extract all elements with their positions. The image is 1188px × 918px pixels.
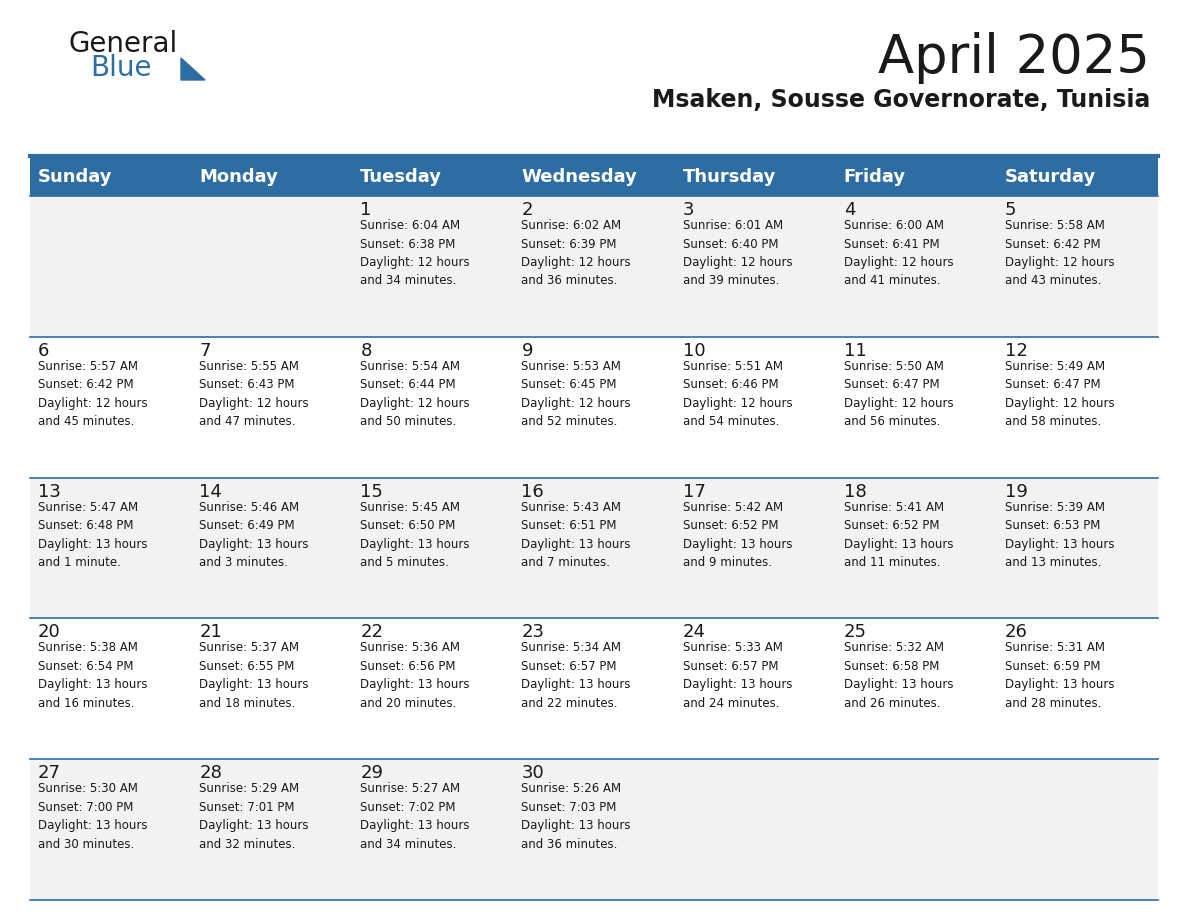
Text: Sunrise: 5:33 AM
Sunset: 6:57 PM
Daylight: 13 hours
and 24 minutes.: Sunrise: 5:33 AM Sunset: 6:57 PM Dayligh… <box>683 642 792 710</box>
Text: 13: 13 <box>38 483 61 500</box>
Polygon shape <box>181 58 206 80</box>
Text: Sunrise: 5:27 AM
Sunset: 7:02 PM
Daylight: 13 hours
and 34 minutes.: Sunrise: 5:27 AM Sunset: 7:02 PM Dayligh… <box>360 782 469 851</box>
Text: Sunrise: 6:01 AM
Sunset: 6:40 PM
Daylight: 12 hours
and 39 minutes.: Sunrise: 6:01 AM Sunset: 6:40 PM Dayligh… <box>683 219 792 287</box>
Text: Sunrise: 5:53 AM
Sunset: 6:45 PM
Daylight: 12 hours
and 52 minutes.: Sunrise: 5:53 AM Sunset: 6:45 PM Dayligh… <box>522 360 631 429</box>
Text: 29: 29 <box>360 764 384 782</box>
Text: Sunrise: 5:29 AM
Sunset: 7:01 PM
Daylight: 13 hours
and 32 minutes.: Sunrise: 5:29 AM Sunset: 7:01 PM Dayligh… <box>200 782 309 851</box>
Text: General: General <box>68 30 177 58</box>
Text: Tuesday: Tuesday <box>360 168 442 186</box>
Text: Msaken, Sousse Governorate, Tunisia: Msaken, Sousse Governorate, Tunisia <box>652 88 1150 112</box>
Text: 27: 27 <box>38 764 61 782</box>
Text: Sunrise: 5:32 AM
Sunset: 6:58 PM
Daylight: 13 hours
and 26 minutes.: Sunrise: 5:32 AM Sunset: 6:58 PM Dayligh… <box>843 642 953 710</box>
Text: Sunrise: 5:49 AM
Sunset: 6:47 PM
Daylight: 12 hours
and 58 minutes.: Sunrise: 5:49 AM Sunset: 6:47 PM Dayligh… <box>1005 360 1114 429</box>
Text: Sunrise: 5:43 AM
Sunset: 6:51 PM
Daylight: 13 hours
and 7 minutes.: Sunrise: 5:43 AM Sunset: 6:51 PM Dayligh… <box>522 500 631 569</box>
Text: Sunrise: 5:55 AM
Sunset: 6:43 PM
Daylight: 12 hours
and 47 minutes.: Sunrise: 5:55 AM Sunset: 6:43 PM Dayligh… <box>200 360 309 429</box>
Text: 21: 21 <box>200 623 222 642</box>
Text: Sunrise: 5:45 AM
Sunset: 6:50 PM
Daylight: 13 hours
and 5 minutes.: Sunrise: 5:45 AM Sunset: 6:50 PM Dayligh… <box>360 500 469 569</box>
Text: Sunrise: 5:51 AM
Sunset: 6:46 PM
Daylight: 12 hours
and 54 minutes.: Sunrise: 5:51 AM Sunset: 6:46 PM Dayligh… <box>683 360 792 429</box>
Text: 9: 9 <box>522 341 533 360</box>
Text: Sunrise: 5:36 AM
Sunset: 6:56 PM
Daylight: 13 hours
and 20 minutes.: Sunrise: 5:36 AM Sunset: 6:56 PM Dayligh… <box>360 642 469 710</box>
Text: Saturday: Saturday <box>1005 168 1097 186</box>
Text: 25: 25 <box>843 623 867 642</box>
Text: 3: 3 <box>683 201 694 219</box>
Text: 12: 12 <box>1005 341 1028 360</box>
Text: 14: 14 <box>200 483 222 500</box>
Text: 2: 2 <box>522 201 533 219</box>
Text: Friday: Friday <box>843 168 905 186</box>
Text: Sunrise: 5:34 AM
Sunset: 6:57 PM
Daylight: 13 hours
and 22 minutes.: Sunrise: 5:34 AM Sunset: 6:57 PM Dayligh… <box>522 642 631 710</box>
Text: Sunday: Sunday <box>38 168 113 186</box>
Text: 8: 8 <box>360 341 372 360</box>
Text: Sunrise: 5:26 AM
Sunset: 7:03 PM
Daylight: 13 hours
and 36 minutes.: Sunrise: 5:26 AM Sunset: 7:03 PM Dayligh… <box>522 782 631 851</box>
Bar <box>30 759 1158 900</box>
Text: 20: 20 <box>38 623 61 642</box>
Bar <box>30 337 1158 477</box>
Text: 19: 19 <box>1005 483 1028 500</box>
Text: Sunrise: 5:58 AM
Sunset: 6:42 PM
Daylight: 12 hours
and 43 minutes.: Sunrise: 5:58 AM Sunset: 6:42 PM Dayligh… <box>1005 219 1114 287</box>
Text: Sunrise: 5:50 AM
Sunset: 6:47 PM
Daylight: 12 hours
and 56 minutes.: Sunrise: 5:50 AM Sunset: 6:47 PM Dayligh… <box>843 360 953 429</box>
Text: 28: 28 <box>200 764 222 782</box>
Bar <box>30 158 1158 196</box>
Text: 10: 10 <box>683 341 706 360</box>
Text: Monday: Monday <box>200 168 278 186</box>
Text: 18: 18 <box>843 483 866 500</box>
Text: 7: 7 <box>200 341 210 360</box>
Text: Sunrise: 5:42 AM
Sunset: 6:52 PM
Daylight: 13 hours
and 9 minutes.: Sunrise: 5:42 AM Sunset: 6:52 PM Dayligh… <box>683 500 792 569</box>
Text: 16: 16 <box>522 483 544 500</box>
Text: Sunrise: 5:39 AM
Sunset: 6:53 PM
Daylight: 13 hours
and 13 minutes.: Sunrise: 5:39 AM Sunset: 6:53 PM Dayligh… <box>1005 500 1114 569</box>
Text: Sunrise: 6:00 AM
Sunset: 6:41 PM
Daylight: 12 hours
and 41 minutes.: Sunrise: 6:00 AM Sunset: 6:41 PM Dayligh… <box>843 219 953 287</box>
Text: 23: 23 <box>522 623 544 642</box>
Text: 30: 30 <box>522 764 544 782</box>
Bar <box>30 196 1158 337</box>
Text: Sunrise: 5:31 AM
Sunset: 6:59 PM
Daylight: 13 hours
and 28 minutes.: Sunrise: 5:31 AM Sunset: 6:59 PM Dayligh… <box>1005 642 1114 710</box>
Text: Sunrise: 5:54 AM
Sunset: 6:44 PM
Daylight: 12 hours
and 50 minutes.: Sunrise: 5:54 AM Sunset: 6:44 PM Dayligh… <box>360 360 470 429</box>
Text: Blue: Blue <box>90 54 152 82</box>
Text: 4: 4 <box>843 201 855 219</box>
Text: 24: 24 <box>683 623 706 642</box>
Text: Sunrise: 5:30 AM
Sunset: 7:00 PM
Daylight: 13 hours
and 30 minutes.: Sunrise: 5:30 AM Sunset: 7:00 PM Dayligh… <box>38 782 147 851</box>
Text: 6: 6 <box>38 341 50 360</box>
Text: 11: 11 <box>843 341 866 360</box>
Text: Sunrise: 6:02 AM
Sunset: 6:39 PM
Daylight: 12 hours
and 36 minutes.: Sunrise: 6:02 AM Sunset: 6:39 PM Dayligh… <box>522 219 631 287</box>
Text: Thursday: Thursday <box>683 168 776 186</box>
Text: 5: 5 <box>1005 201 1017 219</box>
Text: Sunrise: 5:41 AM
Sunset: 6:52 PM
Daylight: 13 hours
and 11 minutes.: Sunrise: 5:41 AM Sunset: 6:52 PM Dayligh… <box>843 500 953 569</box>
Text: Sunrise: 5:37 AM
Sunset: 6:55 PM
Daylight: 13 hours
and 18 minutes.: Sunrise: 5:37 AM Sunset: 6:55 PM Dayligh… <box>200 642 309 710</box>
Text: 17: 17 <box>683 483 706 500</box>
Text: 26: 26 <box>1005 623 1028 642</box>
Text: Sunrise: 5:38 AM
Sunset: 6:54 PM
Daylight: 13 hours
and 16 minutes.: Sunrise: 5:38 AM Sunset: 6:54 PM Dayligh… <box>38 642 147 710</box>
Text: 22: 22 <box>360 623 384 642</box>
Text: Wednesday: Wednesday <box>522 168 637 186</box>
Text: April 2025: April 2025 <box>878 32 1150 84</box>
Text: Sunrise: 5:57 AM
Sunset: 6:42 PM
Daylight: 12 hours
and 45 minutes.: Sunrise: 5:57 AM Sunset: 6:42 PM Dayligh… <box>38 360 147 429</box>
Bar <box>30 619 1158 759</box>
Text: 1: 1 <box>360 201 372 219</box>
Text: Sunrise: 6:04 AM
Sunset: 6:38 PM
Daylight: 12 hours
and 34 minutes.: Sunrise: 6:04 AM Sunset: 6:38 PM Dayligh… <box>360 219 470 287</box>
Text: Sunrise: 5:47 AM
Sunset: 6:48 PM
Daylight: 13 hours
and 1 minute.: Sunrise: 5:47 AM Sunset: 6:48 PM Dayligh… <box>38 500 147 569</box>
Text: 15: 15 <box>360 483 384 500</box>
Bar <box>30 477 1158 619</box>
Text: Sunrise: 5:46 AM
Sunset: 6:49 PM
Daylight: 13 hours
and 3 minutes.: Sunrise: 5:46 AM Sunset: 6:49 PM Dayligh… <box>200 500 309 569</box>
